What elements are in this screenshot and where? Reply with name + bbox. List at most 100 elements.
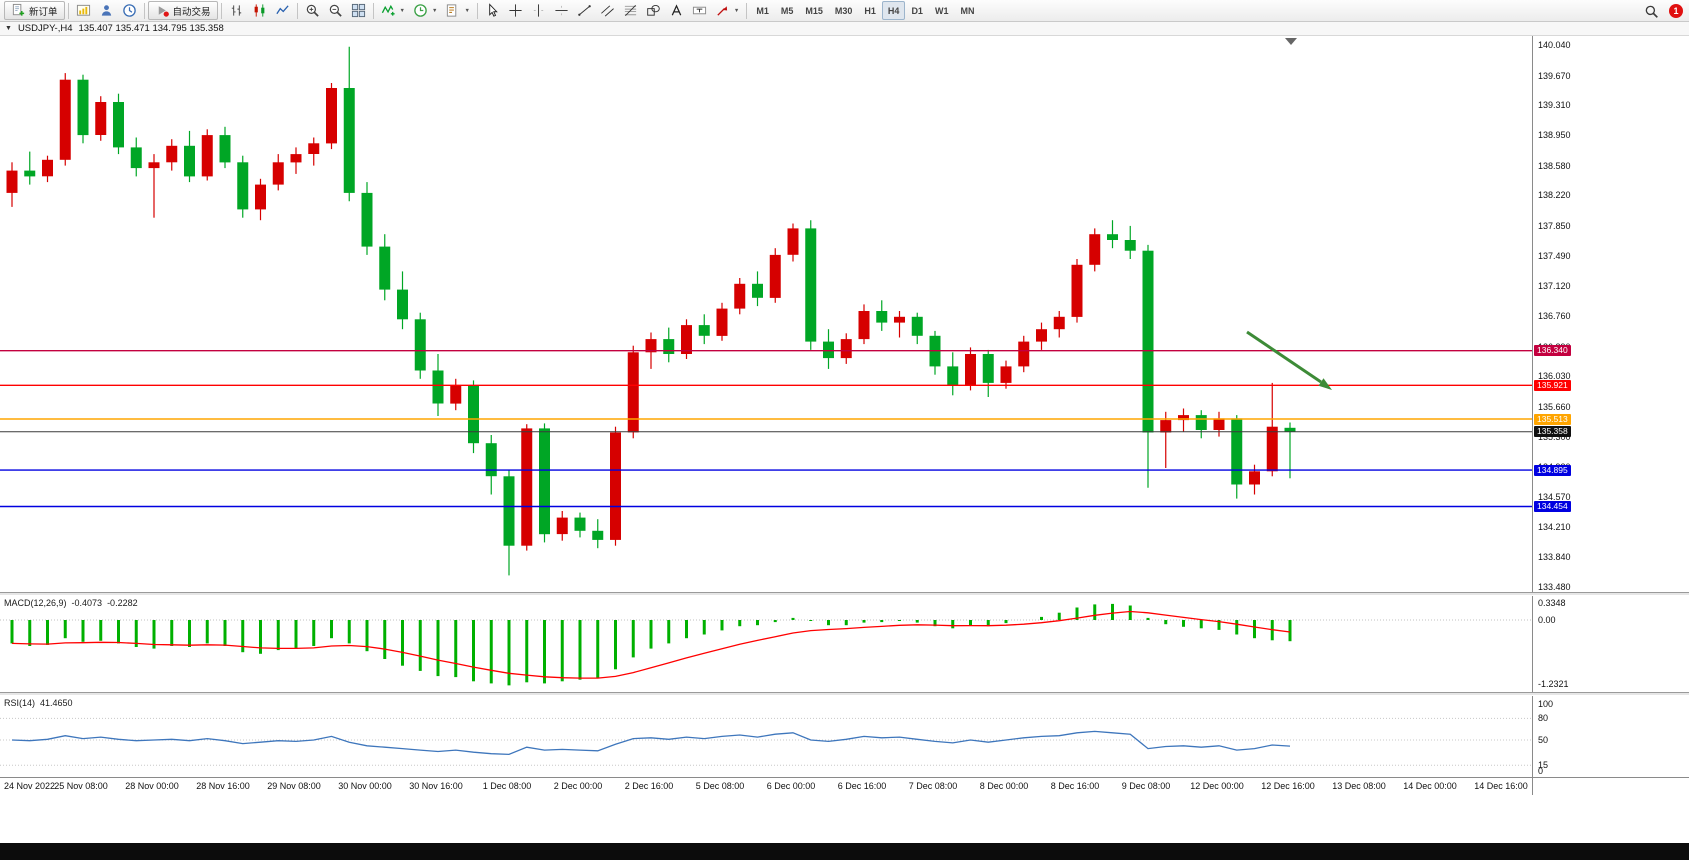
- rsi-axis-label: 100: [1538, 699, 1554, 709]
- macd-axis[interactable]: 0.3348 0.00 -1.2321: [1532, 596, 1689, 692]
- crosshair-icon: [509, 4, 522, 17]
- time-axis-label: 6 Dec 00:00: [766, 781, 816, 791]
- time-axis-label: 6 Dec 16:00: [837, 781, 887, 791]
- rsi-axis[interactable]: 100 80 50 15 0: [1532, 696, 1689, 777]
- vertical-line-icon: [533, 4, 544, 17]
- channel-button[interactable]: [596, 1, 619, 20]
- rsi-axis-label: 80: [1538, 713, 1549, 723]
- toolbar-group-chart-types: [225, 0, 294, 21]
- price-axis-label: 135.300: [1538, 432, 1571, 442]
- price-axis-label: 138.580: [1538, 161, 1571, 171]
- time-axis-label: 25 Nov 08:00: [54, 781, 108, 791]
- price-axis-label: 140.040: [1538, 40, 1571, 50]
- periods-button[interactable]: ▼: [409, 1, 441, 20]
- rsi-axis-label: 50: [1538, 735, 1549, 745]
- profiles-icon: [101, 5, 111, 16]
- timeframe-w1-button-label: W1: [934, 5, 949, 16]
- cursor-icon: [489, 3, 498, 17]
- price-tag: 136.340: [1534, 345, 1571, 356]
- arrows-button[interactable]: ▼: [711, 1, 743, 20]
- trendline-icon: [578, 5, 591, 16]
- price-axis-label: 138.950: [1538, 130, 1571, 140]
- text-icon: [671, 4, 682, 16]
- rsi-canvas[interactable]: [0, 696, 1532, 777]
- timeframe-h4-button[interactable]: H4: [881, 1, 906, 20]
- time-axis-label: 2 Dec 16:00: [624, 781, 674, 791]
- crosshair-button[interactable]: [504, 1, 527, 20]
- toolbar-group-autotrade: 自动交易: [147, 0, 218, 21]
- main-chart-canvas[interactable]: [0, 36, 1532, 593]
- timeframe-h1-button[interactable]: H1: [858, 1, 882, 20]
- horizontal-line-icon: [555, 5, 568, 16]
- search-button[interactable]: [1640, 2, 1663, 21]
- timeframe-m30-button[interactable]: M30: [829, 1, 859, 20]
- rsi-panel-splitter[interactable]: [0, 692, 1689, 696]
- profiles-button[interactable]: [95, 1, 118, 20]
- cursor-button[interactable]: [481, 1, 504, 20]
- macd-canvas[interactable]: [0, 596, 1532, 692]
- chevron-down-icon: ▼: [464, 7, 470, 14]
- timeframe-d1-button[interactable]: D1: [905, 1, 929, 20]
- chart-menu-icon[interactable]: ▼: [5, 25, 12, 32]
- time-axis-label: 29 Nov 08:00: [267, 781, 321, 791]
- tile-windows-button[interactable]: [347, 1, 370, 20]
- line-chart-button[interactable]: [271, 1, 294, 20]
- timeframe-w1-button[interactable]: W1: [929, 1, 955, 20]
- chart-title-bar: ▼ USDJPY-,H4 135.407 135.471 134.795 135…: [0, 22, 1689, 36]
- time-axis-label: 28 Nov 16:00: [196, 781, 250, 791]
- zoom-in-button[interactable]: [301, 1, 324, 20]
- indicators-button[interactable]: ▼: [377, 1, 409, 20]
- time-axis[interactable]: 24 Nov 2022 25 Nov 08:00 28 Nov 00:00 28 No…: [0, 777, 1532, 796]
- fibonacci-button[interactable]: [619, 1, 642, 20]
- toolbar-divider: [296, 2, 298, 19]
- macd-header: MACD(12,26,9) -0.4073 -0.2282: [4, 598, 143, 608]
- timeframe-m15-button-label: M15: [805, 5, 823, 16]
- trendline-button[interactable]: [573, 1, 596, 20]
- shapes-button[interactable]: [642, 1, 665, 20]
- market-watch-button[interactable]: [118, 1, 141, 20]
- notification-badge[interactable]: 1: [1669, 4, 1683, 18]
- price-axis-label: 135.660: [1538, 402, 1571, 412]
- timeframe-m1-button[interactable]: M1: [750, 1, 775, 20]
- zoom-out-button[interactable]: [324, 1, 347, 20]
- autotrading-button[interactable]: 自动交易: [147, 1, 218, 20]
- timeframe-m15-button[interactable]: M15: [799, 1, 829, 20]
- bars-button[interactable]: [225, 1, 248, 20]
- vertical-line-button[interactable]: [527, 1, 550, 20]
- macd-panel-splitter[interactable]: [0, 592, 1689, 596]
- time-axis-label: 30 Nov 00:00: [338, 781, 392, 791]
- shapes-icon: [647, 4, 660, 16]
- time-axis-label: 14 Dec 00:00: [1403, 781, 1457, 791]
- price-axis-label: 137.490: [1538, 251, 1571, 261]
- price-tag: 134.454: [1534, 501, 1571, 512]
- tile-windows-icon: [351, 3, 365, 18]
- line-chart-icon: [275, 5, 289, 15]
- arrow-annotation[interactable]: [1246, 330, 1332, 390]
- templates-icon: [447, 4, 457, 17]
- charts-button[interactable]: [72, 1, 95, 20]
- horizontal-line-button[interactable]: [550, 1, 573, 20]
- macd-signal-value: -0.2282: [107, 598, 138, 608]
- arrows-icon: [717, 6, 727, 16]
- price-axis[interactable]: 140.040 139.670 139.310 138.950 138.580 138.2…: [1532, 36, 1689, 592]
- templates-button[interactable]: ▼: [441, 1, 473, 20]
- timeframe-m5-button[interactable]: M5: [775, 1, 800, 20]
- market-watch-icon: [122, 4, 136, 17]
- toolbar-group-chart-tools: ▼ ▼ ▼: [377, 0, 474, 21]
- text-button[interactable]: [665, 1, 688, 20]
- toolbar-group-zoom: [301, 0, 370, 21]
- macd-axis-label: -1.2321: [1538, 679, 1569, 689]
- new-order-button[interactable]: 新订单: [4, 1, 65, 20]
- rsi-value: 41.4650: [40, 698, 73, 708]
- time-axis-label: 28 Nov 00:00: [125, 781, 179, 791]
- bars-icon: [231, 5, 241, 16]
- chevron-down-icon: ▼: [431, 7, 438, 14]
- timeframe-mn-button[interactable]: MN: [954, 1, 980, 20]
- time-axis-label: 7 Dec 08:00: [908, 781, 958, 791]
- price-tag: 134.895: [1534, 465, 1571, 476]
- candles-button[interactable]: [248, 1, 271, 20]
- label-button[interactable]: [688, 1, 711, 20]
- toolbar-divider: [220, 2, 222, 19]
- bottom-bar: [0, 843, 1689, 860]
- chart-shift-marker[interactable]: [1285, 38, 1297, 45]
